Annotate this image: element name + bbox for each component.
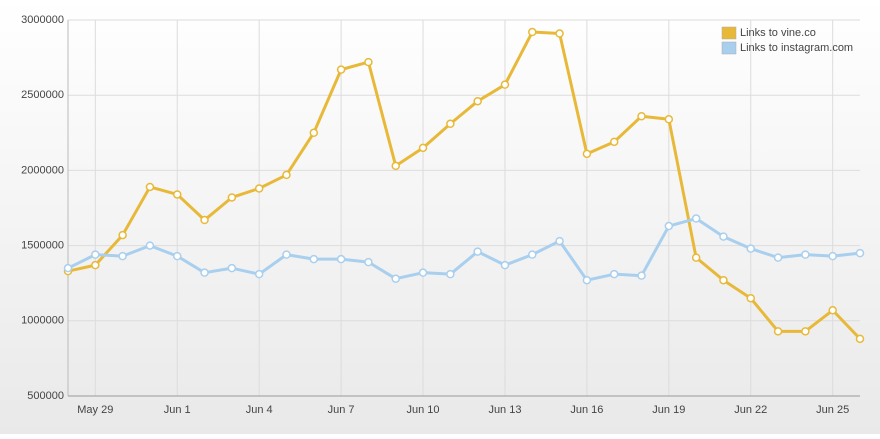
y-tick-label: 3000000 (21, 14, 64, 26)
data-point (855, 334, 865, 344)
data-point (719, 275, 728, 285)
data-point (282, 170, 291, 180)
data-point (637, 271, 646, 280)
data-point (172, 190, 182, 199)
legend-label: Links to vine.co (740, 27, 816, 39)
series-line (67, 30, 862, 340)
data-point (172, 251, 182, 261)
data-point (473, 247, 482, 256)
x-tick-label: Jun 25 (816, 404, 849, 416)
data-point (582, 149, 592, 159)
data-point (118, 230, 127, 240)
data-point (500, 260, 510, 270)
data-point (145, 241, 155, 250)
data-point (691, 253, 701, 262)
series-line (67, 217, 861, 282)
data-point (855, 248, 865, 258)
data-point (391, 161, 400, 171)
data-point (418, 143, 428, 153)
data-point (609, 137, 619, 147)
data-point (801, 250, 810, 259)
data-point (309, 128, 319, 138)
data-point (418, 268, 428, 277)
data-point (664, 115, 674, 124)
data-point (200, 215, 209, 225)
data-point (91, 250, 100, 259)
data-point (555, 236, 564, 246)
x-tick-label: Jun 22 (734, 404, 767, 416)
x-tick-label: Jun 13 (488, 404, 521, 416)
data-point (828, 306, 837, 315)
data-point (746, 244, 756, 253)
x-tick-label: Jun 16 (570, 404, 603, 416)
data-point (336, 65, 346, 74)
data-point (227, 193, 237, 202)
data-point (282, 250, 291, 259)
x-tick-label: Jun 19 (652, 404, 685, 416)
y-tick-label: 1000000 (21, 315, 64, 327)
data-point (364, 257, 373, 267)
legend-swatch (721, 41, 737, 55)
data-point (91, 260, 100, 270)
data-point (746, 293, 756, 303)
data-point (364, 57, 373, 67)
data-point (691, 214, 701, 223)
data-point (446, 269, 455, 279)
y-tick-label: 2000000 (21, 164, 64, 176)
data-point (637, 112, 646, 121)
x-tick-label: Jun 10 (407, 404, 440, 416)
data-point (582, 275, 592, 285)
data-point (801, 327, 810, 336)
legend-swatch (721, 26, 737, 40)
data-point (719, 232, 728, 241)
data-point (773, 253, 783, 262)
data-point (391, 274, 400, 283)
data-point (528, 27, 537, 37)
data-point (446, 119, 455, 129)
data-point (254, 269, 264, 279)
data-point (473, 96, 482, 106)
data-point (664, 221, 674, 231)
data-point (227, 263, 237, 273)
data-point (63, 263, 73, 273)
data-point (528, 250, 537, 259)
data-point (828, 251, 837, 261)
data-point (254, 184, 264, 193)
data-point (609, 269, 619, 279)
data-point (118, 251, 127, 261)
data-point (773, 327, 783, 336)
x-tick-label: May 29 (77, 404, 113, 416)
data-point (309, 254, 319, 264)
data-point (145, 182, 155, 192)
legend-label: Links to instagram.com (740, 42, 853, 54)
data-point (200, 268, 209, 277)
data-point (500, 80, 510, 89)
data-point (336, 254, 346, 264)
y-tick-label: 2500000 (21, 89, 64, 101)
y-tick-label: 500000 (27, 390, 64, 402)
x-tick-label: Jun 4 (246, 404, 273, 416)
x-tick-label: Jun 1 (164, 404, 191, 416)
y-tick-label: 1500000 (21, 240, 64, 252)
x-tick-label: Jun 7 (328, 404, 355, 416)
data-point (555, 29, 564, 38)
